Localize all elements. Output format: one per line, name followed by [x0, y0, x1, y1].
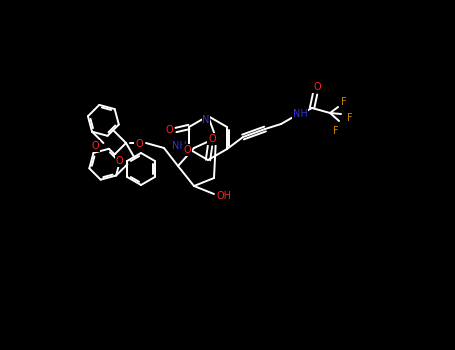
- Text: O: O: [313, 82, 321, 92]
- Text: O: O: [165, 125, 173, 135]
- Text: F: F: [347, 113, 353, 123]
- Text: O: O: [91, 141, 99, 151]
- Text: O: O: [208, 134, 216, 144]
- Text: O: O: [135, 139, 143, 149]
- Text: F: F: [333, 126, 339, 136]
- Text: F: F: [341, 97, 347, 107]
- Text: O: O: [183, 145, 191, 155]
- Text: NH: NH: [172, 141, 186, 151]
- Text: O: O: [116, 156, 123, 166]
- Text: OH: OH: [217, 191, 232, 201]
- Text: NH: NH: [293, 109, 308, 119]
- Text: N: N: [202, 115, 210, 125]
